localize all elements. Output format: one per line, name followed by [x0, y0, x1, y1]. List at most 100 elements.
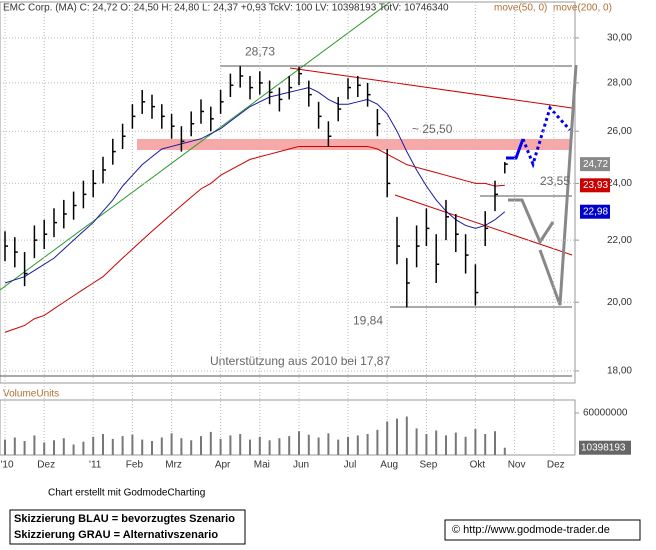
volume-bar [307, 434, 310, 455]
volume-bar [102, 434, 104, 455]
volume-bar [23, 441, 26, 455]
level-label: 23,55 [540, 174, 570, 188]
level-label: 28,73 [245, 44, 275, 58]
volume-bar [415, 428, 418, 455]
trendline [289, 67, 573, 109]
copyright: © http://www.godmode-trader.de [452, 524, 610, 536]
volume-last-box [579, 440, 631, 455]
volume-title: VolumeUnits [3, 389, 59, 400]
legend-blue: Skizzierung BLAU = bevorzugtes Szenario [14, 513, 235, 525]
volume-bar [494, 431, 496, 455]
volume-bar [53, 440, 55, 455]
volume-bar [170, 433, 173, 455]
moving-average [4, 145, 505, 333]
volume-bar [13, 437, 16, 455]
volume-bar [484, 434, 487, 455]
volume-bar [327, 433, 330, 455]
legend-box [9, 509, 246, 545]
volume-bar [347, 436, 349, 455]
y-tick-label: 24,00 [607, 178, 632, 189]
y-tick-label: 26,00 [607, 126, 632, 137]
volume-bar [209, 431, 212, 455]
volume-bar [268, 440, 271, 455]
header: EMC Corp. (MA) C: 24,72 O: 24,50 H: 24,8… [3, 3, 449, 14]
volume-bar [151, 441, 153, 455]
volume-bar [43, 442, 46, 455]
volume-bar [445, 435, 447, 455]
volume-bar [298, 431, 300, 455]
volume-bar [258, 436, 261, 455]
volume-bar [386, 421, 389, 455]
volume-bar [121, 436, 124, 455]
x-tick-label: Dez [37, 460, 55, 471]
volume-bar [4, 439, 6, 455]
x-tick-label: Jul [344, 460, 357, 471]
trendline [0, 1, 391, 291]
y-tick-label: 22,00 [607, 235, 632, 246]
plot-frame [0, 1, 576, 384]
x-tick-label: Mrz [165, 460, 182, 471]
price-label-box [580, 204, 610, 219]
price-label: 22,98 [583, 206, 608, 217]
volume-bar [435, 430, 438, 455]
volume-bar [464, 436, 467, 455]
volume-bar [160, 437, 163, 455]
volume-bar [317, 437, 320, 455]
x-tick-label: Mai [254, 460, 270, 471]
volume-bar [229, 435, 232, 455]
volume-bar [249, 439, 251, 455]
volume-bar [376, 429, 379, 455]
volume-bar [72, 444, 75, 455]
volume-bar [180, 438, 183, 455]
scenario-blue [521, 105, 572, 169]
legend-gray: Skizzierung GRAU = Alternativszenario [14, 529, 218, 541]
volume-bar [405, 416, 408, 455]
volume-bar [62, 438, 65, 455]
y-tick-label: 20,00 [607, 297, 632, 308]
scenario-gray [538, 64, 578, 306]
legend-ma200: move(200, 0) [553, 3, 612, 14]
moving-average [4, 87, 506, 284]
volume-bar [92, 436, 95, 455]
price-label: 23,93 [583, 180, 608, 191]
x-tick-label: Nov [508, 460, 526, 471]
copyright-box [444, 519, 641, 541]
y-tick-label: 28,00 [607, 78, 632, 89]
volume-bar [454, 432, 457, 455]
volume-bar [131, 434, 134, 455]
resistance-zone [137, 139, 570, 150]
x-tick-label: Jun [293, 460, 309, 471]
volume-bar [337, 439, 340, 455]
price-label-box [580, 178, 610, 193]
price-label: 24,72 [583, 159, 608, 170]
volume-bar [474, 429, 477, 455]
x-tick-label: '11 [89, 460, 102, 471]
volume-bar [396, 418, 398, 455]
volume-bar [111, 438, 114, 455]
support-note: Unterstützung aus 2010 bei 17,87 [210, 354, 390, 368]
level-label: ~ 25,50 [412, 122, 453, 136]
level-label: 19,84 [353, 314, 383, 328]
volume-bar [356, 435, 359, 455]
volume-bar [219, 438, 222, 455]
volume-tick-label: 60000000 [583, 408, 628, 419]
credit: Chart erstellt mit GodmodeCharting [48, 488, 205, 499]
volume-bar [141, 439, 144, 455]
x-tick-label: Sep [420, 460, 438, 471]
y-tick-label: 30,00 [607, 33, 632, 44]
volume-bar [503, 447, 506, 455]
volume-bar [425, 434, 428, 455]
trendline [394, 194, 573, 256]
volume-bar [82, 441, 85, 455]
scenario-blue [506, 138, 525, 160]
x-tick-label: Aug [380, 460, 398, 471]
x-tick-label: Apr [215, 460, 231, 471]
volume-last-label: 10398193 [581, 442, 626, 453]
legend-ma50: move(50, 0) [494, 3, 547, 14]
volume-bar [288, 436, 291, 455]
volume-bar [33, 435, 36, 455]
x-tick-label: Feb [126, 460, 144, 471]
x-tick-label: '10 [0, 460, 13, 471]
